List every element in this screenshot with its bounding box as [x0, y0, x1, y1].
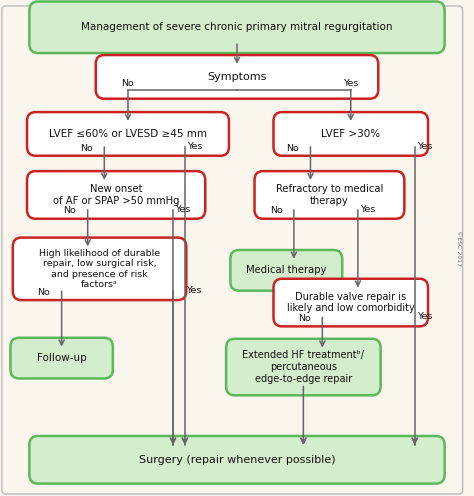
Text: Yes: Yes: [417, 142, 432, 151]
FancyBboxPatch shape: [29, 1, 445, 53]
Text: Yes: Yes: [175, 205, 191, 214]
Text: Management of severe chronic primary mitral regurgitation: Management of severe chronic primary mit…: [81, 22, 393, 32]
Text: LVEF >30%: LVEF >30%: [321, 129, 380, 139]
Text: Extended HF treatmentᵇ/
percutaneous
edge-to-edge repair: Extended HF treatmentᵇ/ percutaneous edg…: [242, 351, 365, 383]
FancyBboxPatch shape: [13, 238, 186, 300]
Text: Medical therapy: Medical therapy: [246, 265, 327, 275]
Text: Symptoms: Symptoms: [207, 72, 267, 82]
FancyBboxPatch shape: [96, 55, 378, 99]
Text: Yes: Yes: [417, 312, 432, 321]
Text: Surgery (repair whenever possible): Surgery (repair whenever possible): [139, 455, 335, 465]
Text: Yes: Yes: [343, 79, 358, 88]
FancyBboxPatch shape: [29, 436, 445, 484]
Text: Durable valve repair is
likely and low comorbidity: Durable valve repair is likely and low c…: [287, 292, 415, 313]
Text: Refractory to medical
therapy: Refractory to medical therapy: [276, 184, 383, 206]
FancyBboxPatch shape: [255, 171, 404, 219]
Text: Yes: Yes: [187, 142, 202, 151]
Text: No: No: [286, 144, 299, 153]
FancyBboxPatch shape: [27, 112, 229, 156]
Text: Yes: Yes: [360, 205, 375, 214]
Text: No: No: [270, 206, 283, 215]
FancyBboxPatch shape: [2, 6, 463, 494]
FancyBboxPatch shape: [230, 250, 342, 291]
Text: ©ESC 2017: ©ESC 2017: [456, 230, 461, 266]
FancyBboxPatch shape: [226, 339, 381, 395]
FancyBboxPatch shape: [10, 338, 113, 378]
FancyBboxPatch shape: [27, 171, 205, 219]
Text: No: No: [80, 144, 92, 153]
Text: No: No: [298, 314, 311, 323]
FancyBboxPatch shape: [273, 279, 428, 326]
Text: No: No: [122, 79, 134, 88]
FancyBboxPatch shape: [273, 112, 428, 156]
Text: Follow-up: Follow-up: [37, 353, 86, 363]
Text: High likelihood of durable
repair, low surgical risk,
and presence of risk
facto: High likelihood of durable repair, low s…: [39, 248, 160, 289]
Text: No: No: [37, 288, 50, 297]
Text: New onset
of AF or SPAP >50 mmHg: New onset of AF or SPAP >50 mmHg: [53, 184, 179, 206]
Text: LVEF ≤60% or LVESD ≥45 mm: LVEF ≤60% or LVESD ≥45 mm: [49, 129, 207, 139]
Text: No: No: [63, 206, 76, 215]
Text: Yes: Yes: [186, 286, 201, 295]
